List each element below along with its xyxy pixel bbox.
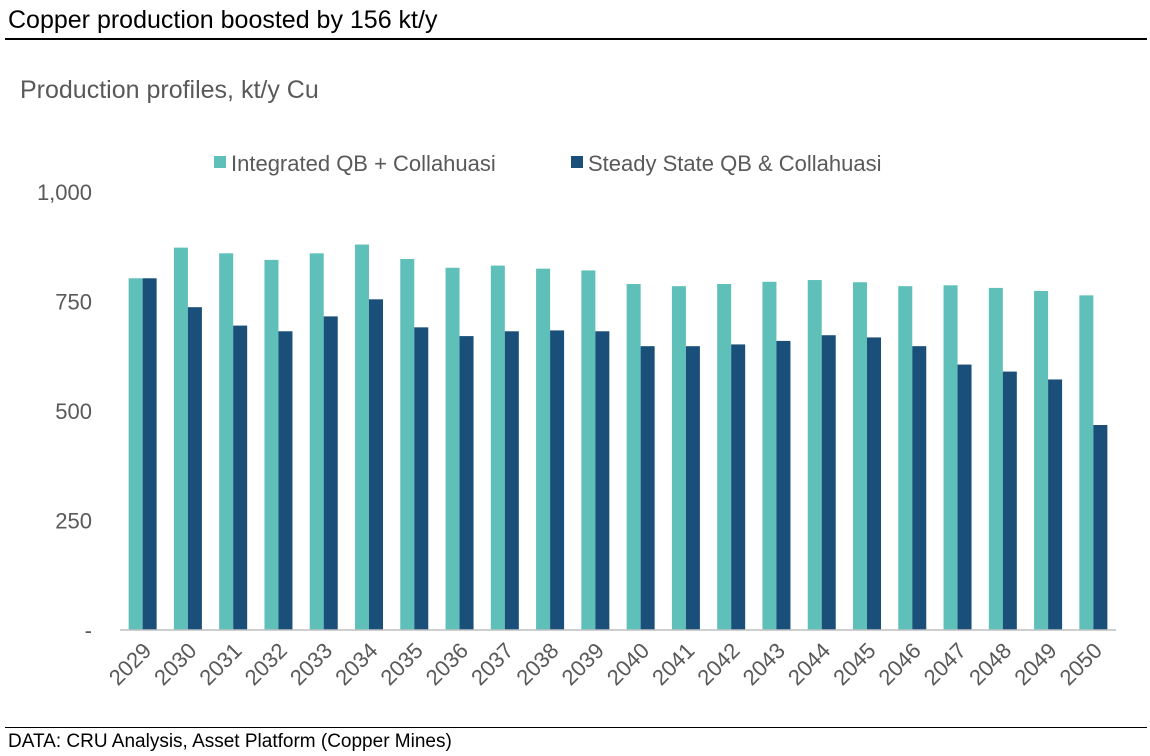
x-tick-label: 2044	[783, 638, 835, 690]
bar-integrated-2035	[400, 259, 415, 630]
bar-steady-state-2035	[414, 327, 429, 630]
page-title: Copper production boosted by 156 kt/y	[8, 6, 438, 34]
x-tick-label: 2030	[149, 638, 201, 690]
chart-title: Production profiles, kt/y Cu	[20, 76, 319, 104]
x-tick-label: 2032	[240, 638, 292, 690]
bar-integrated-2048	[988, 287, 1003, 630]
x-tick-label: 2048	[964, 638, 1016, 690]
legend-label-2: Steady State QB & Collahuasi	[588, 151, 882, 176]
bars	[128, 244, 1108, 630]
bar-integrated-2038	[536, 268, 551, 630]
bar-steady-state-2048	[1002, 371, 1017, 630]
x-tick-label: 2034	[330, 638, 382, 690]
x-tick-label: 2037	[466, 638, 518, 690]
x-tick-label: 2039	[557, 638, 609, 690]
bar-integrated-2034	[355, 244, 369, 630]
title-divider	[5, 38, 1147, 40]
bar-steady-state-2034	[369, 299, 383, 630]
bar-integrated-2036	[445, 267, 460, 630]
bar-integrated-2042	[717, 283, 732, 630]
bar-integrated-2033	[309, 253, 324, 630]
x-tick-label: 2049	[1009, 638, 1061, 690]
x-tick-label: 2036	[421, 638, 473, 690]
bar-integrated-2030	[173, 247, 188, 630]
y-axis: - 250 500 750 1,000	[37, 180, 92, 643]
bar-integrated-2040	[626, 283, 641, 630]
source-note: DATA: CRU Analysis, Asset Platform (Copp…	[8, 731, 452, 752]
bar-steady-state-2030	[187, 307, 202, 630]
bar-steady-state-2044	[821, 335, 836, 630]
bar-steady-state-2039	[595, 331, 610, 630]
chart-area: Integrated QB + Collahuasi Steady State Q…	[37, 151, 1116, 690]
y-tick-label: 500	[55, 399, 92, 424]
y-tick-label: 750	[55, 290, 92, 315]
bar-integrated-2041	[671, 286, 686, 630]
bar-steady-state-2029	[142, 278, 157, 630]
bar-integrated-2047	[943, 285, 958, 630]
legend-swatch-2	[571, 156, 583, 168]
footer-divider	[5, 727, 1147, 728]
bar-integrated-2029	[128, 278, 143, 630]
y-tick-label: -	[85, 618, 92, 643]
bar-integrated-2037	[490, 265, 505, 630]
x-tick-label: 2040	[602, 638, 654, 690]
bar-integrated-2044	[807, 280, 822, 630]
y-tick-label: 250	[55, 509, 92, 534]
x-tick-label: 2038	[511, 638, 563, 690]
bar-integrated-2045	[853, 282, 867, 630]
x-tick-label: 2045	[828, 638, 880, 690]
y-tick-label: 1,000	[37, 180, 92, 205]
x-tick-label: 2033	[285, 638, 337, 690]
bar-steady-state-2032	[278, 331, 293, 630]
legend-label-1: Integrated QB + Collahuasi	[231, 151, 496, 176]
bar-steady-state-2036	[459, 336, 474, 630]
bar-steady-state-2042	[731, 344, 746, 630]
x-tick-label: 2031	[194, 638, 246, 690]
x-tick-label: 2041	[647, 638, 699, 690]
legend: Integrated QB + Collahuasi Steady State Q…	[214, 151, 882, 176]
x-axis: 2029203020312032203320342035203620372038…	[104, 638, 1107, 690]
x-tick-label: 2035	[376, 638, 428, 690]
bar-integrated-2046	[898, 286, 913, 630]
bar-steady-state-2038	[550, 330, 565, 630]
legend-swatch-1	[214, 156, 226, 168]
bar-integrated-2043	[762, 281, 777, 630]
x-tick-label: 2050	[1055, 638, 1107, 690]
bar-steady-state-2050	[1093, 425, 1108, 630]
bar-steady-state-2031	[233, 325, 248, 630]
bar-integrated-2050	[1079, 295, 1094, 630]
x-tick-label: 2043	[738, 638, 790, 690]
bar-steady-state-2037	[504, 331, 519, 630]
bar-steady-state-2045	[867, 337, 881, 630]
bar-steady-state-2046	[912, 346, 927, 630]
bar-steady-state-2041	[685, 346, 700, 630]
bar-steady-state-2043	[776, 340, 791, 630]
x-tick-label: 2046	[874, 638, 926, 690]
bar-steady-state-2047	[957, 364, 972, 630]
bar-steady-state-2033	[323, 316, 338, 630]
bar-steady-state-2049	[1048, 379, 1063, 630]
x-tick-label: 2042	[692, 638, 744, 690]
bar-integrated-2049	[1034, 290, 1049, 630]
bar-steady-state-2040	[640, 346, 655, 630]
bar-integrated-2039	[581, 270, 596, 630]
x-tick-label: 2047	[919, 638, 971, 690]
x-tick-label: 2029	[104, 638, 156, 690]
bar-integrated-2032	[264, 259, 279, 630]
bar-integrated-2031	[219, 253, 234, 630]
